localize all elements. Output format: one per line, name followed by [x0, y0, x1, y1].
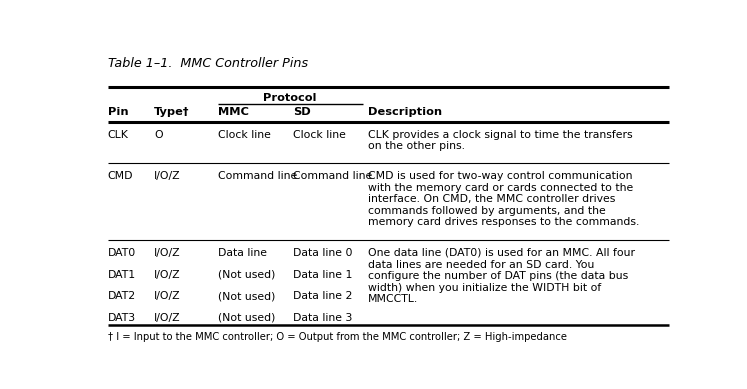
- Text: One data line (DAT0) is used for an MMC. All four
data lines are needed for an S: One data line (DAT0) is used for an MMC.…: [368, 248, 636, 304]
- Text: SD: SD: [293, 107, 311, 117]
- Text: Data line 0: Data line 0: [293, 248, 353, 258]
- Text: Table 1–1.  MMC Controller Pins: Table 1–1. MMC Controller Pins: [108, 57, 308, 70]
- Text: CLK provides a clock signal to time the transfers
on the other pins.: CLK provides a clock signal to time the …: [368, 130, 633, 151]
- Text: Clock line: Clock line: [293, 130, 346, 140]
- Text: Type†: Type†: [154, 107, 190, 117]
- Text: Data line 3: Data line 3: [293, 313, 353, 322]
- Text: Pin: Pin: [108, 107, 128, 117]
- Text: Data line: Data line: [218, 248, 267, 258]
- Text: I/O/Z: I/O/Z: [154, 270, 181, 280]
- Text: DAT3: DAT3: [108, 313, 136, 322]
- Text: I/O/Z: I/O/Z: [154, 313, 181, 322]
- Text: CLK: CLK: [108, 130, 128, 140]
- Text: I/O/Z: I/O/Z: [154, 171, 181, 181]
- Text: DAT0: DAT0: [108, 248, 136, 258]
- Text: I/O/Z: I/O/Z: [154, 291, 181, 301]
- Text: DAT2: DAT2: [108, 291, 136, 301]
- Text: † I = Input to the MMC controller; O = Output from the MMC controller; Z = High-: † I = Input to the MMC controller; O = O…: [108, 332, 567, 342]
- Text: Data line 2: Data line 2: [293, 291, 353, 301]
- Text: DAT1: DAT1: [108, 270, 136, 280]
- Text: Command line: Command line: [218, 171, 297, 181]
- Text: Clock line: Clock line: [218, 130, 270, 140]
- Text: Protocol: Protocol: [264, 93, 317, 103]
- Text: (Not used): (Not used): [218, 291, 275, 301]
- Text: Description: Description: [368, 107, 442, 117]
- Text: (Not used): (Not used): [218, 270, 275, 280]
- Text: (Not used): (Not used): [218, 313, 275, 322]
- Text: CMD: CMD: [108, 171, 134, 181]
- Text: CMD is used for two-way control communication
with the memory card or cards conn: CMD is used for two-way control communic…: [368, 171, 639, 228]
- Text: I/O/Z: I/O/Z: [154, 248, 181, 258]
- Text: Data line 1: Data line 1: [293, 270, 353, 280]
- Text: Command line: Command line: [293, 171, 372, 181]
- Text: O: O: [154, 130, 163, 140]
- Text: MMC: MMC: [218, 107, 249, 117]
